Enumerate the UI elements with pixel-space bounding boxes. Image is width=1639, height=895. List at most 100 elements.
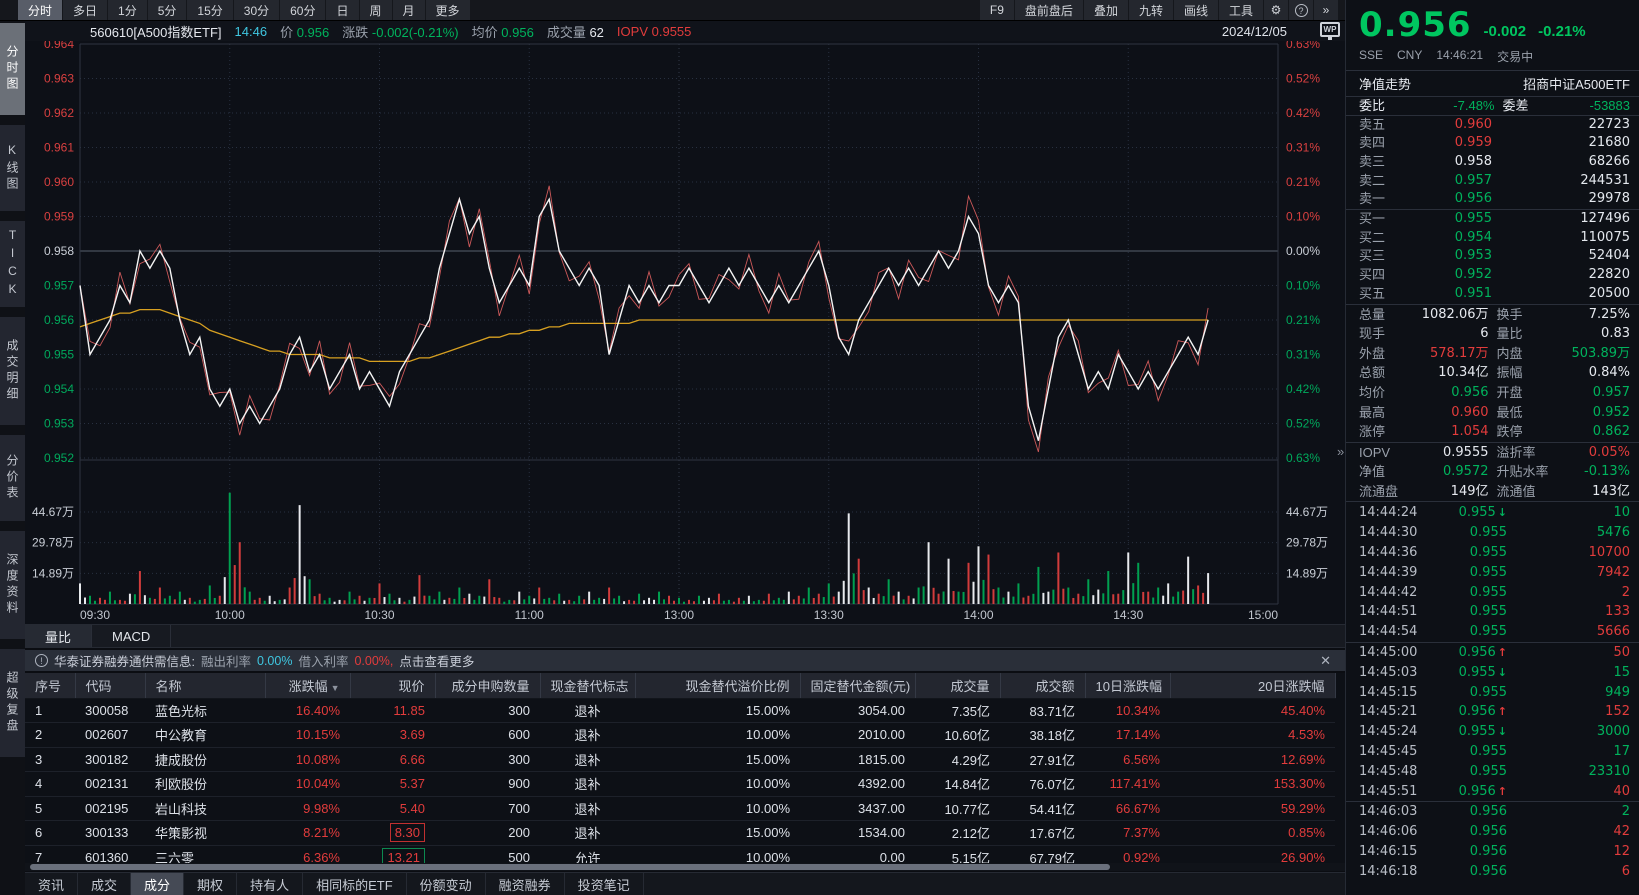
sidebar-item-TICK[interactable]: TICK <box>0 221 25 307</box>
column-header-20日涨跌幅[interactable]: 20日涨跌幅 <box>1170 673 1336 699</box>
bottom-tab-份额变动[interactable]: 份额变动 <box>407 873 486 895</box>
column-header-固定替代金额(元)[interactable]: 固定替代金额(元) <box>800 673 916 699</box>
sidebar-item-成交明细[interactable]: 成交明细 <box>0 317 25 425</box>
sidebar-item-超级复盘[interactable]: 超级复盘 <box>0 649 25 757</box>
column-header-现价[interactable]: 现价 <box>350 673 436 699</box>
bottom-tab-成分[interactable]: 成分 <box>131 873 185 895</box>
column-header-现金替代溢价比例[interactable]: 现金替代溢价比例 <box>635 673 801 699</box>
close-icon[interactable]: ✕ <box>1320 652 1331 668</box>
horizontal-scrollbar[interactable] <box>25 863 1345 871</box>
tick-row[interactable]: 14:44:36 0.955 10700 <box>1359 545 1630 561</box>
out-rate-label: 融出利率 <box>200 655 251 669</box>
help-icon[interactable]: ? <box>1289 0 1313 20</box>
bid-row[interactable]: 买五 0.951 20500 <box>1359 285 1630 301</box>
toolbar-button-画线[interactable]: 画线 <box>1173 0 1218 20</box>
column-header-涨跌幅[interactable]: 涨跌幅 ▼ <box>265 673 351 699</box>
sidebar-item-分价表[interactable]: 分价表 <box>0 435 25 521</box>
column-header-成交额[interactable]: 成交额 <box>1000 673 1086 699</box>
tick-row[interactable]: 14:46:15 0.956 12 <box>1359 844 1630 860</box>
column-header-序号[interactable]: 序号 <box>25 673 76 699</box>
tick-row[interactable]: 14:46:03 0.956 2 <box>1346 801 1639 822</box>
tick-row[interactable]: 14:44:42 0.955 2 <box>1359 584 1630 600</box>
sidebar-item-深度资料[interactable]: 深度资料 <box>0 531 25 639</box>
period-tab-5分[interactable]: 5分 <box>147 0 187 20</box>
toolbar-button-F9[interactable]: F9 <box>979 0 1014 20</box>
stock-row[interactable]: 5 002195 岩山科技 9.98% 5.40 700 退补 10.00% 3437.00 10… <box>25 796 1335 821</box>
stock-row[interactable]: 3 300182 捷成股份 10.08% 6.66 300 退补 15.00% 1815.00 4… <box>25 747 1335 772</box>
tick-row[interactable]: 14:44:54 0.955 5666 <box>1359 624 1630 640</box>
tick-row[interactable]: 14:45:21 0.956 ↑ 152 <box>1359 704 1630 720</box>
period-tab-60分[interactable]: 60分 <box>280 0 326 20</box>
ask-row[interactable]: 卖二 0.957 244531 <box>1359 172 1630 188</box>
tick-row[interactable]: 14:46:18 0.956 6 <box>1359 863 1630 879</box>
period-tab-日[interactable]: 日 <box>326 0 359 20</box>
notice-bar[interactable]: ! 华泰证券融券通供需信息: 融出利率 0.00% 借入利率 0.00%, 点击… <box>25 650 1345 671</box>
ask-row[interactable]: 卖五 0.960 22723 <box>1359 116 1630 132</box>
tick-row[interactable]: 14:44:30 0.955 5476 <box>1359 525 1630 541</box>
ask-row[interactable]: 卖三 0.958 68266 <box>1359 153 1630 169</box>
sidebar-item-分时图[interactable]: 分时图 <box>0 23 25 115</box>
svg-text:0.63%: 0.63% <box>1286 451 1320 465</box>
stock-row[interactable]: 2 002607 中公教育 10.15% 3.69 600 退补 10.00% 2010.00 1… <box>25 722 1335 748</box>
gear-icon[interactable]: ⚙ <box>1264 0 1288 20</box>
tick-row[interactable]: 14:45:51 0.956 ↑ 40 <box>1359 783 1630 799</box>
period-tab-更多[interactable]: 更多 <box>425 0 470 20</box>
period-tab-30分[interactable]: 30分 <box>233 0 280 20</box>
bottom-tab-投资笔记[interactable]: 投资笔记 <box>565 873 644 895</box>
indicator-tab-MACD[interactable]: MACD <box>92 625 172 647</box>
bottom-tab-资讯[interactable]: 资讯 <box>25 873 79 895</box>
column-header-名称[interactable]: 名称 <box>145 673 266 699</box>
toolbar-button-九转[interactable]: 九转 <box>1128 0 1173 20</box>
period-tab-周[interactable]: 周 <box>359 0 392 20</box>
ask-row[interactable]: 卖四 0.959 21680 <box>1359 135 1630 151</box>
toolbar-expand-icon[interactable]: » <box>1314 0 1338 20</box>
period-tab-月[interactable]: 月 <box>392 0 425 20</box>
column-header-成交量[interactable]: 成交量 <box>915 673 1001 699</box>
stock-row[interactable]: 4 002131 利欧股份 10.04% 5.37 900 退补 10.00% 4392.00 1… <box>25 771 1335 797</box>
sidebar-item-K线图[interactable]: K线图 <box>0 125 25 211</box>
scrollbar-thumb[interactable] <box>30 864 1110 870</box>
tick-row[interactable]: 14:45:03 0.955 ↓ 15 <box>1359 664 1630 680</box>
tick-row[interactable]: 14:44:39 0.955 7942 <box>1359 564 1630 580</box>
panel-collapse-icon[interactable]: » <box>1337 444 1345 459</box>
nav-trend-link[interactable]: 净值走势 <box>1359 77 1412 92</box>
wp-monitor-icon[interactable]: WP <box>1320 22 1340 40</box>
fund-row[interactable]: 净值走势 招商中证A500ETF <box>1346 71 1639 97</box>
bottom-tab-持有人[interactable]: 持有人 <box>237 873 304 895</box>
toolbar-button-盘前盘后[interactable]: 盘前盘后 <box>1014 0 1083 20</box>
tick-row[interactable]: 14:46:06 0.956 42 <box>1359 824 1630 840</box>
tick-row[interactable]: 14:45:45 0.955 17 <box>1359 744 1630 760</box>
indicator-tab-量比[interactable]: 量比 <box>25 625 93 647</box>
column-header-现金替代标志[interactable]: 现金替代标志 <box>540 673 636 699</box>
column-header-成分申购数量[interactable]: 成分申购数量 <box>435 673 541 699</box>
bid-row[interactable]: 买二 0.954 110075 <box>1359 229 1630 245</box>
column-header-10日涨跌幅[interactable]: 10日涨跌幅 <box>1085 673 1171 699</box>
bid-row[interactable]: 买三 0.953 52404 <box>1359 248 1630 264</box>
bid-row[interactable]: 买一 0.955 127496 <box>1359 211 1630 227</box>
bottom-tab-相同标的ETF[interactable]: 相同标的ETF <box>303 873 407 895</box>
toolbar-button-工具[interactable]: 工具 <box>1218 0 1263 20</box>
stock-row[interactable]: 6 300133 华策影视 8.21% 8.30 200 退补 15.00% 1534.00 2.… <box>25 820 1335 846</box>
period-tab-15分[interactable]: 15分 <box>187 0 233 20</box>
tick-row[interactable]: 14:45:24 0.955 ↓ 3000 <box>1359 724 1630 740</box>
tick-up-icon: ↑ <box>1497 705 1507 719</box>
period-tab-分时[interactable]: 分时 <box>18 0 63 20</box>
period-tab-1分[interactable]: 1分 <box>108 0 147 20</box>
notice-more-link[interactable]: 点击查看更多 <box>399 655 475 669</box>
column-header-代码[interactable]: 代码 <box>75 673 146 699</box>
tick-row[interactable]: 14:45:00 0.956 ↑ 50 <box>1346 642 1639 663</box>
bid-row[interactable]: 买四 0.952 22820 <box>1359 267 1630 283</box>
tick-row[interactable]: 14:44:51 0.955 133 <box>1359 604 1630 620</box>
tick-row[interactable]: 14:44:24 0.955 ↓ 10 <box>1359 505 1630 521</box>
bottom-tab-融资融券[interactable]: 融资融券 <box>486 873 565 895</box>
tick-row[interactable]: 14:45:48 0.955 23310 <box>1359 763 1630 779</box>
period-tab-多日[interactable]: 多日 <box>63 0 108 20</box>
toolbar-button-叠加[interactable]: 叠加 <box>1083 0 1128 20</box>
tick-row[interactable]: 14:45:15 0.955 949 <box>1359 684 1630 700</box>
bottom-tab-成交[interactable]: 成交 <box>78 873 132 895</box>
ask-row[interactable]: 卖一 0.956 29978 <box>1359 191 1630 207</box>
intraday-chart[interactable]: 0.964 0.63% 0.963 0.52% 0.962 0.42% 0.961 0.31%… <box>25 41 1345 624</box>
stock-row[interactable]: 7 601360 三六零 6.36% 13.21 500 允许 10.00% 0.00 5.15亿… <box>25 845 1335 863</box>
bottom-tab-期权[interactable]: 期权 <box>184 873 238 895</box>
stock-row[interactable]: 1 300058 蓝色光标 16.40% 11.85 300 退补 15.00% 3054.00… <box>25 698 1335 723</box>
